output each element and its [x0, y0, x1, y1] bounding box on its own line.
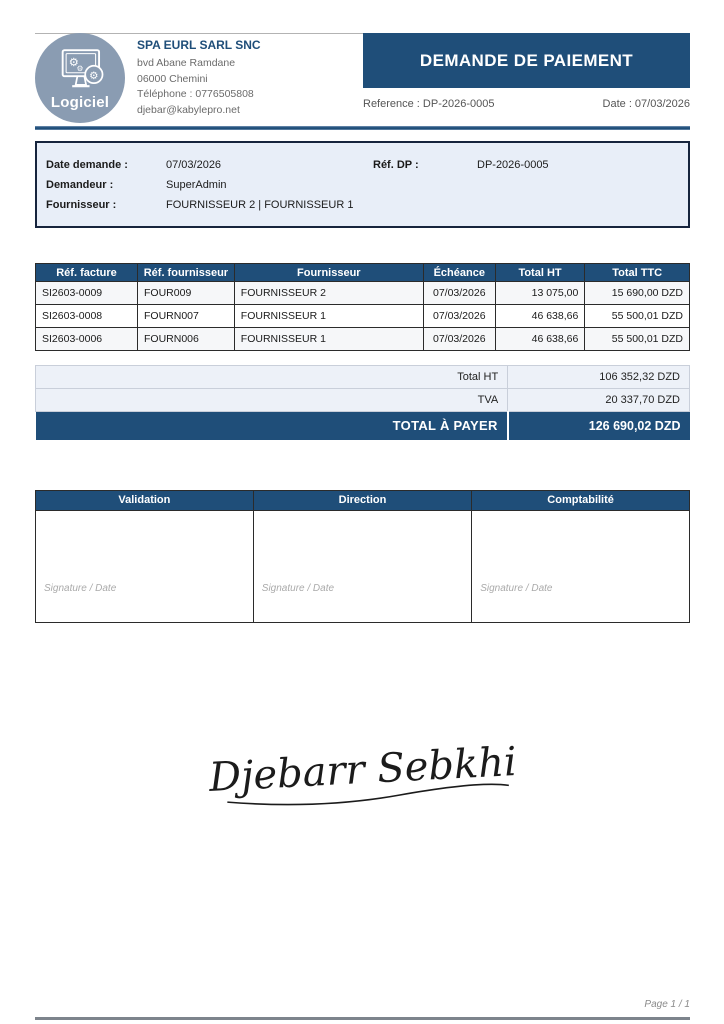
company-phone: Téléphone : 0776505808: [137, 88, 254, 100]
cell-total-ttc: 55 500,01 DZD: [584, 304, 690, 328]
document-page: ⚙ ⚙ ⚙ Logiciel SPA EURL SARL SNC bvd Aba…: [34, 33, 690, 815]
signature-body-row: Signature / Date Signature / Date Signat…: [35, 509, 690, 623]
cell-fournisseur: FOURNISSEUR 1: [233, 304, 424, 328]
cell-ref-facture: SI2603-0006: [34, 327, 139, 351]
signature-col-validation: Validation: [35, 489, 254, 511]
monitor-gears-icon: ⚙ ⚙ ⚙: [61, 48, 104, 87]
footer-bar: [35, 1017, 690, 1020]
company-address-line2: 06000 Chemini: [137, 72, 208, 85]
cell-ref-fournisseur: FOURN007: [137, 304, 235, 328]
table-row: SI2603-0008 FOURN007 FOURNISSEUR 1 07/03…: [34, 304, 690, 328]
table-row: SI2603-0006 FOURN006 FOURNISSEUR 1 07/03…: [34, 327, 690, 351]
svg-text:⚙: ⚙: [69, 55, 79, 68]
company-address-line1: bvd Abane Ramdane: [137, 57, 236, 69]
fournisseur-label: Fournisseur :: [46, 199, 117, 211]
date-demande-value: 07/03/2026: [166, 159, 222, 171]
header: ⚙ ⚙ ⚙ Logiciel SPA EURL SARL SNC bvd Aba…: [35, 33, 690, 123]
signature-cell-comptabilite: Signature / Date: [471, 509, 690, 623]
signature-col-comptabilite: Comptabilité: [471, 489, 690, 511]
svg-text:⚙: ⚙: [89, 69, 98, 81]
col-header-total-ttc: Total TTC: [584, 263, 690, 282]
handwritten-signature: Djebarr Sebkhi: [35, 733, 690, 815]
total-a-payer-row: TOTAL À PAYER 126 690,02 DZD: [35, 411, 690, 440]
total-a-payer-value: 126 690,02 DZD: [506, 411, 690, 440]
fournisseur-value: FOURNISSEUR 2 | FOURNISSEUR 1: [166, 199, 354, 211]
info-row-date: Date demande : 07/03/2026 Réf. DP : DP-2…: [46, 155, 679, 175]
signature-placeholder: Signature / Date: [480, 582, 553, 594]
table-row: SI2603-0009 FOUR009 FOURNISSEUR 2 07/03/…: [34, 281, 690, 305]
signature-placeholder: Signature / Date: [44, 582, 117, 594]
company-logo: ⚙ ⚙ ⚙ Logiciel: [35, 33, 125, 123]
cell-fournisseur: FOURNISSEUR 1: [233, 327, 424, 351]
col-header-fournisseur: Fournisseur: [233, 263, 424, 282]
company-email: djebar@kabylepro.net: [137, 103, 240, 116]
logo-label: Logiciel: [50, 93, 110, 111]
totals-table: Total HT 106 352,32 DZD TVA 20 337,70 DZ…: [34, 365, 690, 440]
cell-echeance: 07/03/2026: [422, 327, 496, 351]
cell-ref-fournisseur: FOUR009: [137, 281, 235, 305]
document-title-box: DEMANDE DE PAIEMENT: [363, 33, 690, 88]
tva-label: TVA: [34, 388, 509, 412]
document-title: DEMANDE DE PAIEMENT: [419, 50, 634, 70]
cell-ref-fournisseur: FOURN006: [137, 327, 235, 351]
svg-text:⚙: ⚙: [77, 64, 84, 73]
invoice-table: Réf. facture Réf. fournisseur Fournisseu…: [34, 263, 690, 351]
tva-row: TVA 20 337,70 DZD: [34, 388, 690, 412]
ref-dp-label: Réf. DP :: [373, 159, 419, 171]
col-header-total-ht: Total HT: [494, 263, 586, 282]
signature-cell-validation: Signature / Date: [35, 509, 254, 623]
col-header-ref-fournisseur: Réf. fournisseur: [137, 263, 235, 282]
cell-echeance: 07/03/2026: [422, 281, 496, 305]
reference-row: Reference : DP-2026-0005 Date : 07/03/20…: [363, 98, 690, 110]
cell-echeance: 07/03/2026: [422, 304, 496, 328]
request-info-panel: Date demande : 07/03/2026 Réf. DP : DP-2…: [35, 141, 690, 228]
demandeur-label: Demandeur :: [46, 179, 114, 191]
col-header-ref-facture: Réf. facture: [34, 263, 139, 282]
cell-ref-facture: SI2603-0009: [34, 281, 139, 305]
signature-script-svg: Djebarr Sebkhi: [206, 738, 517, 805]
total-ht-value: 106 352,32 DZD: [507, 365, 690, 389]
company-name: SPA EURL SARL SNC: [137, 38, 261, 52]
signature-script-text: Djebarr Sebkhi: [206, 738, 517, 800]
tva-value: 20 337,70 DZD: [507, 388, 690, 412]
header-separator-bar: [35, 126, 690, 130]
signature-col-direction: Direction: [252, 489, 473, 511]
date-text: Date : 07/03/2026: [602, 98, 690, 110]
cell-total-ht: 46 638,66: [494, 327, 586, 351]
total-a-payer-label: TOTAL À PAYER: [35, 411, 508, 440]
date-demande-label: Date demande :: [46, 159, 128, 171]
signature-header-row: Validation Direction Comptabilité: [35, 489, 690, 511]
signature-placeholder: Signature / Date: [261, 582, 335, 594]
signature-table: Validation Direction Comptabilité Signat…: [35, 489, 690, 623]
cell-total-ttc: 55 500,01 DZD: [584, 327, 690, 351]
footer: Page 1 / 1: [35, 999, 690, 1020]
ref-dp-value: DP-2026-0005: [477, 159, 549, 171]
total-ht-label: Total HT: [34, 365, 509, 389]
company-info: SPA EURL SARL SNC bvd Abane Ramdane 0600…: [125, 33, 363, 123]
cell-ref-facture: SI2603-0008: [34, 304, 139, 328]
reference-text: Reference : DP-2026-0005: [363, 98, 495, 110]
total-ht-row: Total HT 106 352,32 DZD: [34, 365, 690, 389]
signature-cell-direction: Signature / Date: [252, 509, 473, 623]
info-row-demandeur: Demandeur : SuperAdmin: [46, 175, 679, 195]
info-row-fournisseur: Fournisseur : FOURNISSEUR 2 | FOURNISSEU…: [46, 195, 679, 215]
header-right: DEMANDE DE PAIEMENT Reference : DP-2026-…: [363, 33, 690, 123]
col-header-echeance: Échéance: [422, 263, 496, 282]
cell-total-ht: 46 638,66: [494, 304, 586, 328]
cell-total-ttc: 15 690,00 DZD: [584, 281, 690, 305]
invoice-table-header-row: Réf. facture Réf. fournisseur Fournisseu…: [34, 263, 690, 282]
cell-total-ht: 13 075,00: [494, 281, 586, 305]
header-top-rule: [35, 33, 363, 34]
cell-fournisseur: FOURNISSEUR 2: [233, 281, 424, 305]
page-number: Page 1 / 1: [644, 999, 690, 1010]
demandeur-value: SuperAdmin: [166, 179, 227, 191]
